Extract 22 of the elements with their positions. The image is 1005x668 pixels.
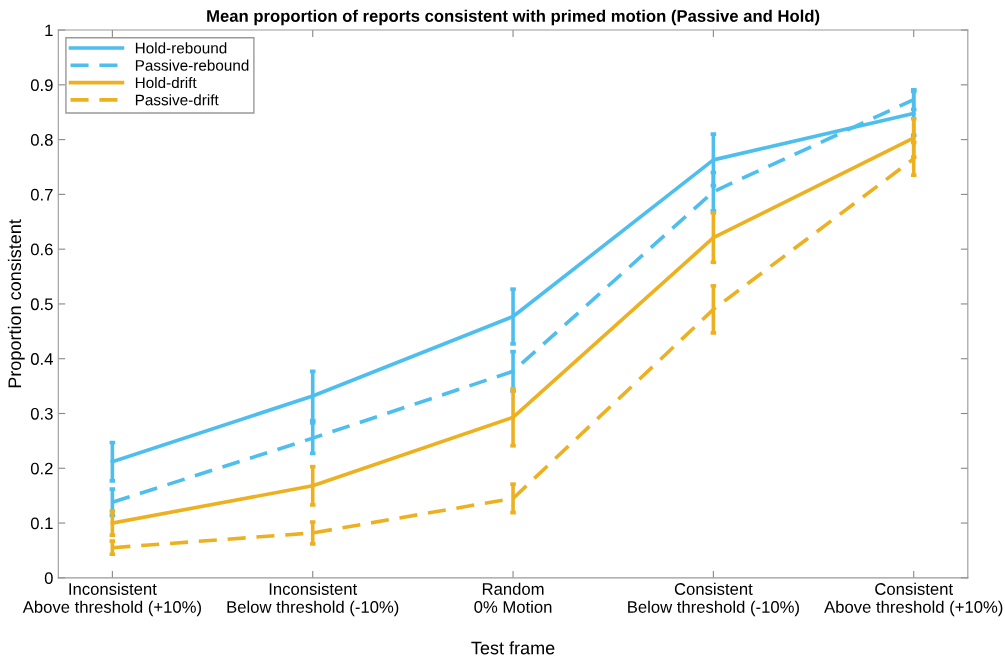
y-tick-label: 0.3 <box>30 407 53 420</box>
y-tick-label: 0.6 <box>30 243 53 256</box>
y-tick-label: 0.9 <box>30 79 53 92</box>
legend-label: Hold-drift <box>135 76 197 89</box>
y-tick-label: 0.7 <box>30 188 53 201</box>
legend-label: Hold-rebound <box>135 42 227 54</box>
y-tick-label: 0.1 <box>30 517 53 530</box>
chart-title: Mean proportion of reports consistent with primed motion (Passive and Hold) <box>207 9 820 26</box>
legend-label: Passive-rebound <box>135 59 249 71</box>
y-tick-label: 0.5 <box>30 298 53 311</box>
x-tick-label: Random 0% Motion <box>474 582 552 613</box>
legend-label: Passive-drift <box>135 94 219 106</box>
y-tick-label: 1 <box>45 24 53 37</box>
y-tick-label: 0.8 <box>30 134 53 146</box>
y-axis-title: Proportion consistent <box>7 219 25 388</box>
x-axis-title: Test frame <box>471 641 555 655</box>
x-tick-label: Consistent Below threshold (-10%) <box>628 582 799 617</box>
y-tick-label: 0 <box>44 572 53 585</box>
x-tick-label: Consistent Above threshold (+10%) <box>824 582 1003 617</box>
x-tick-label: Inconsistent Below threshold (-10%) <box>227 582 399 617</box>
y-tick-label: 0.4 <box>30 353 53 365</box>
y-tick-label: 0.2 <box>30 462 53 475</box>
